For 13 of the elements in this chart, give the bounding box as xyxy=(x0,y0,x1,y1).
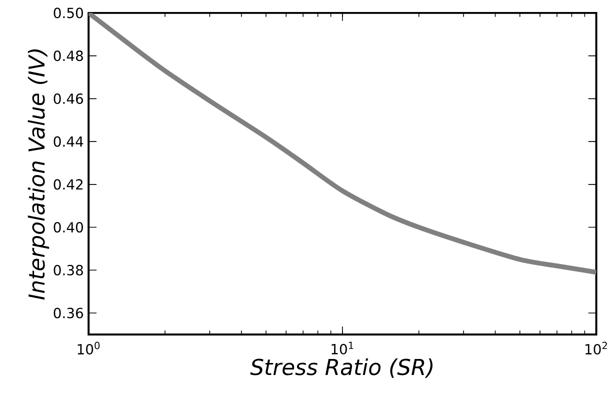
x-tick-label: 10$^{0}$ xyxy=(78,342,100,354)
y-tick-label: 0.44 xyxy=(54,136,84,147)
y-tick-label: 0.46 xyxy=(54,93,84,104)
y-tick-label: 0.38 xyxy=(54,264,83,276)
y-tick-label: 0.36 xyxy=(54,308,84,318)
y-tick-label: 0.42 xyxy=(54,179,83,190)
y-tick-label: 0.48 xyxy=(54,50,83,61)
x-tick-label: 10$^{2}$ xyxy=(585,342,607,354)
y-axis-title: Interpolation Value (IV) xyxy=(28,49,50,300)
y-tick-label: 0.40 xyxy=(54,222,83,232)
x-axis-title: Stress Ratio (SR) xyxy=(250,358,433,378)
y-tick-label: 0.50 xyxy=(54,8,83,18)
x-tick-label: 10$^{1}$ xyxy=(332,342,354,354)
